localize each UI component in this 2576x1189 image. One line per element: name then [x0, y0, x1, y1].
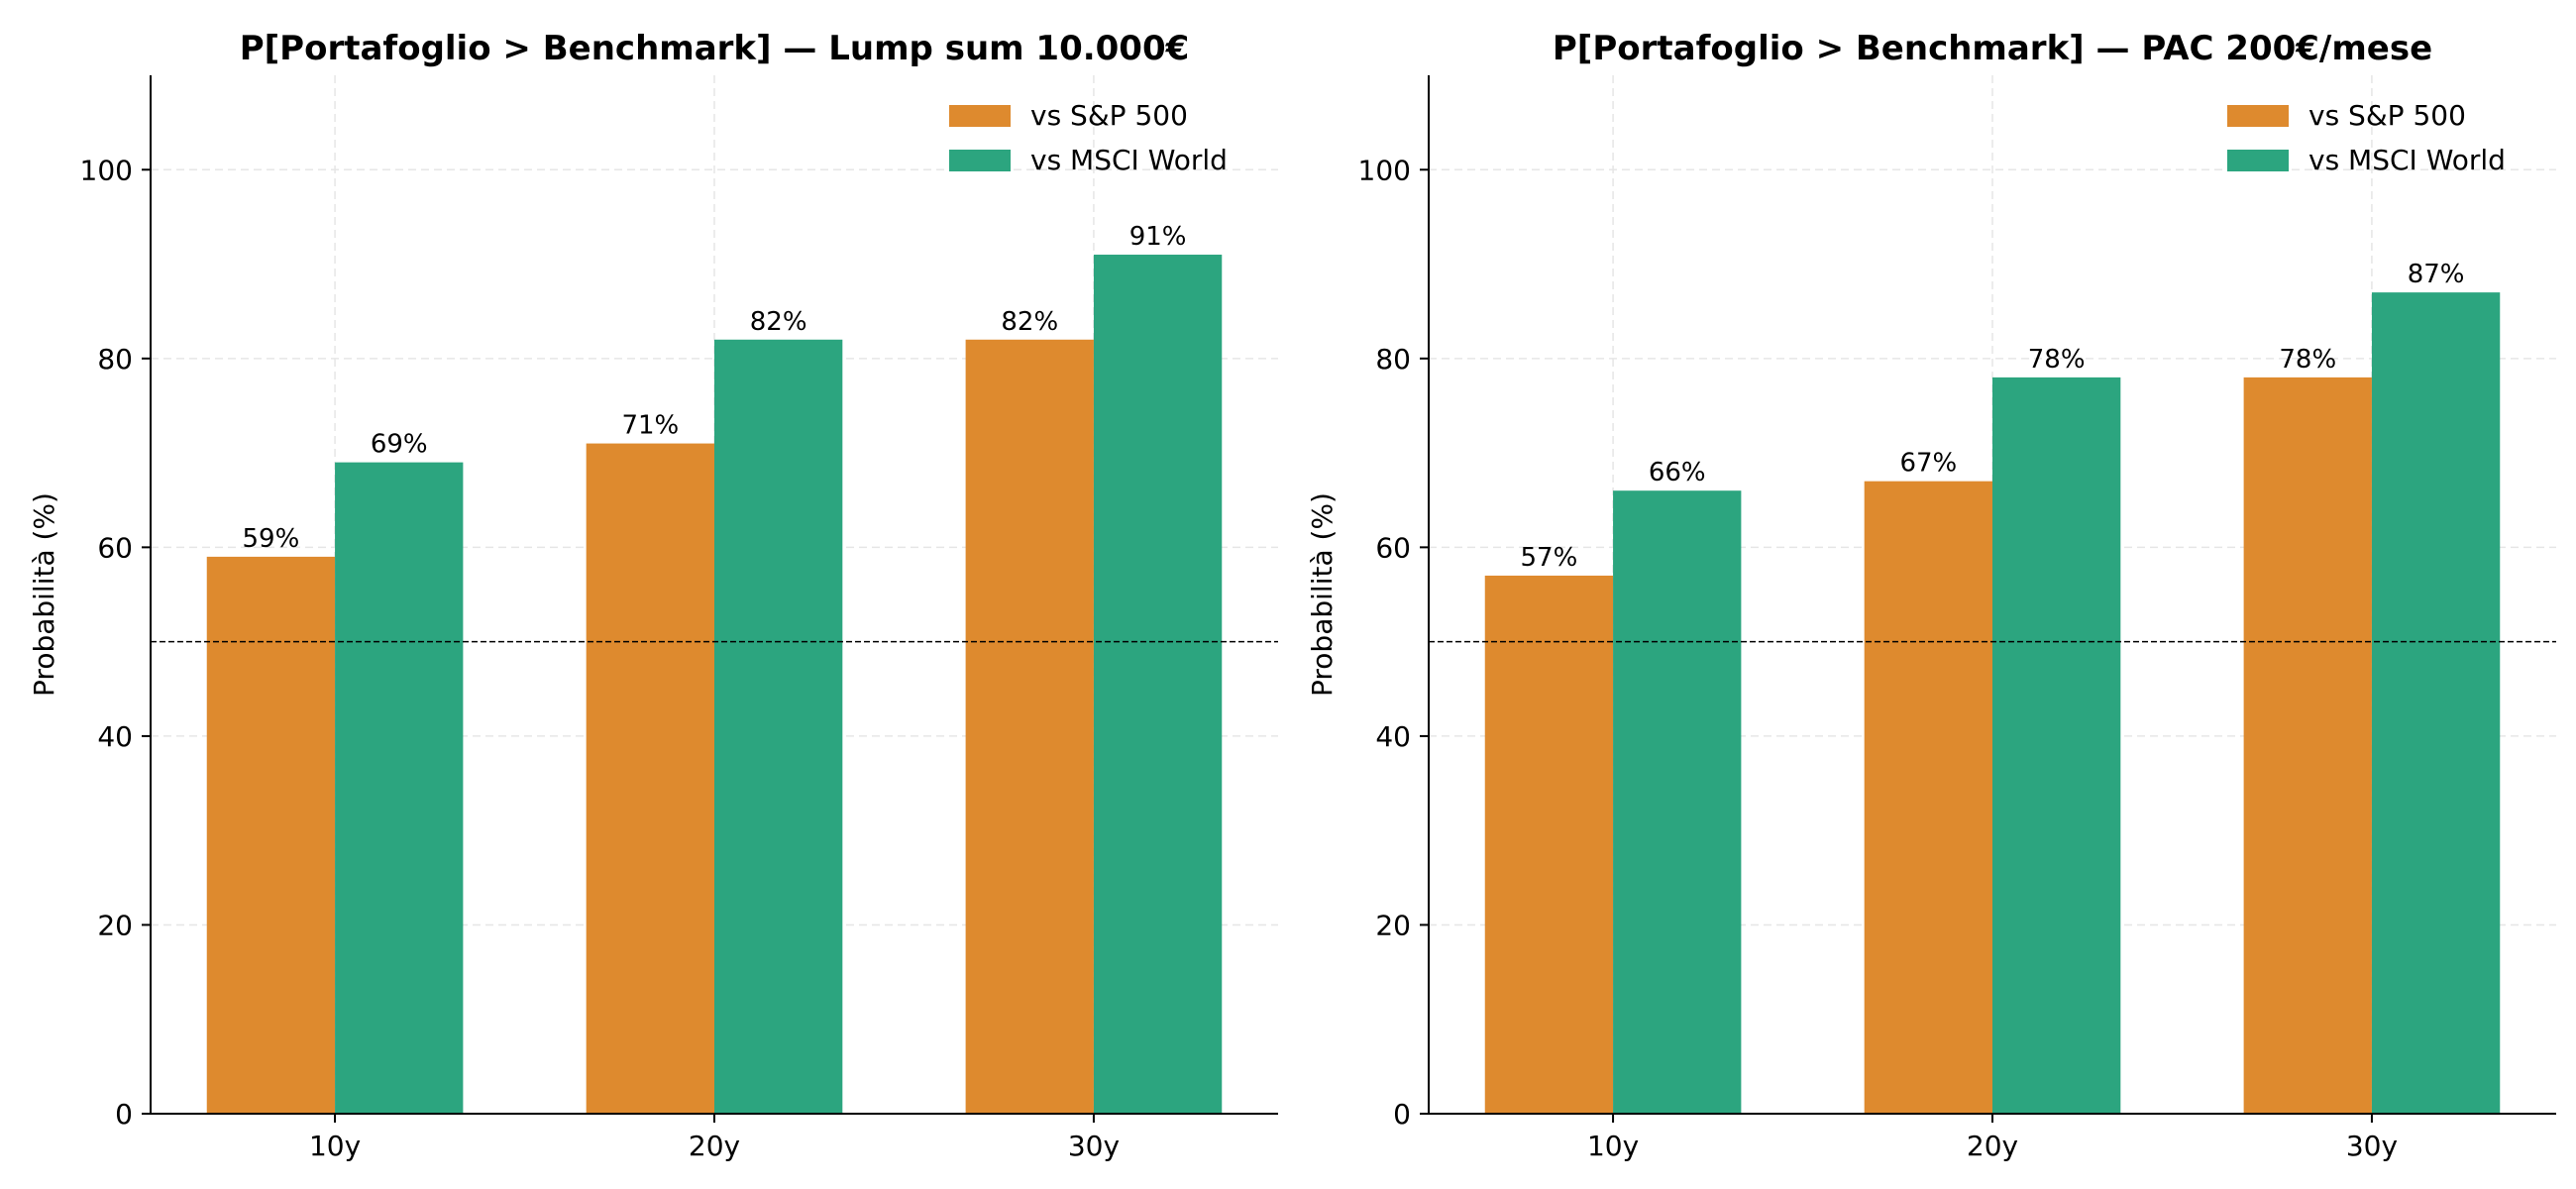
- legend-label: vs MSCI World: [1030, 144, 1228, 176]
- chart-lump-sum: P[Portafoglio > Benchmark] — Lump sum 10…: [28, 29, 1278, 1162]
- data-label: 87%: [2408, 260, 2465, 289]
- y-axis-label: Probabilità (%): [28, 492, 60, 697]
- bar-msci-20y: [714, 339, 843, 1114]
- legend-label: vs S&P 500: [1030, 99, 1188, 132]
- data-label: 78%: [2028, 345, 2086, 375]
- y-tick-label: 60: [1375, 531, 1411, 564]
- legend-label: vs S&P 500: [2308, 99, 2466, 132]
- y-tick-label: 100: [1358, 154, 1411, 186]
- x-tick-label: 30y: [2346, 1130, 2398, 1162]
- bar-msci-10y: [1613, 490, 1742, 1114]
- bar-sp500-20y: [586, 443, 714, 1115]
- y-tick-label: 0: [115, 1098, 133, 1131]
- bar-msci-20y: [1992, 377, 2121, 1114]
- data-label: 71%: [621, 411, 679, 441]
- x-tick-label: 10y: [309, 1130, 361, 1162]
- data-label: 59%: [243, 524, 300, 554]
- bar-sp500-10y: [206, 556, 336, 1114]
- x-tick-label: 30y: [1068, 1130, 1120, 1162]
- bar-sp500-30y: [2243, 377, 2372, 1114]
- x-tick-label: 20y: [1967, 1130, 2018, 1162]
- y-tick-label: 20: [1375, 909, 1411, 941]
- data-label: 78%: [2279, 345, 2336, 375]
- bar-sp500-10y: [1484, 575, 1614, 1114]
- data-label: 91%: [1129, 222, 1187, 252]
- y-tick-label: 60: [97, 531, 133, 564]
- bar-msci-30y: [1093, 255, 1223, 1114]
- chart-pac: P[Portafoglio > Benchmark] — PAC 200€/me…: [1306, 29, 2556, 1162]
- legend-swatch-sp500: [2227, 105, 2289, 127]
- y-tick-label: 0: [1393, 1098, 1411, 1131]
- data-label: 82%: [1001, 307, 1058, 337]
- y-tick-label: 20: [97, 909, 133, 941]
- y-tick-label: 40: [1375, 720, 1411, 753]
- bar-msci-30y: [2371, 292, 2501, 1114]
- y-tick-label: 80: [97, 343, 133, 376]
- y-tick-label: 40: [97, 720, 133, 753]
- y-axis-label: Probabilità (%): [1306, 492, 1339, 697]
- x-tick-label: 20y: [689, 1130, 740, 1162]
- legend-label: vs MSCI World: [2308, 144, 2506, 176]
- data-label: 66%: [1649, 458, 1706, 487]
- chart-title: P[Portafoglio > Benchmark] — Lump sum 10…: [240, 29, 1190, 68]
- chart-title: P[Portafoglio > Benchmark] — PAC 200€/me…: [1553, 29, 2432, 68]
- data-label: 69%: [371, 430, 428, 460]
- legend-swatch-msci: [949, 150, 1011, 171]
- bar-msci-10y: [335, 462, 464, 1115]
- data-label: 57%: [1521, 543, 1578, 573]
- data-label: 82%: [750, 307, 807, 337]
- bar-sp500-20y: [1864, 481, 1992, 1114]
- legend-swatch-msci: [2227, 150, 2289, 171]
- bar-sp500-30y: [965, 339, 1094, 1114]
- y-tick-label: 80: [1375, 343, 1411, 376]
- data-label: 67%: [1899, 449, 1957, 479]
- legend-swatch-sp500: [949, 105, 1011, 127]
- x-tick-label: 10y: [1587, 1130, 1639, 1162]
- y-tick-label: 100: [80, 154, 133, 186]
